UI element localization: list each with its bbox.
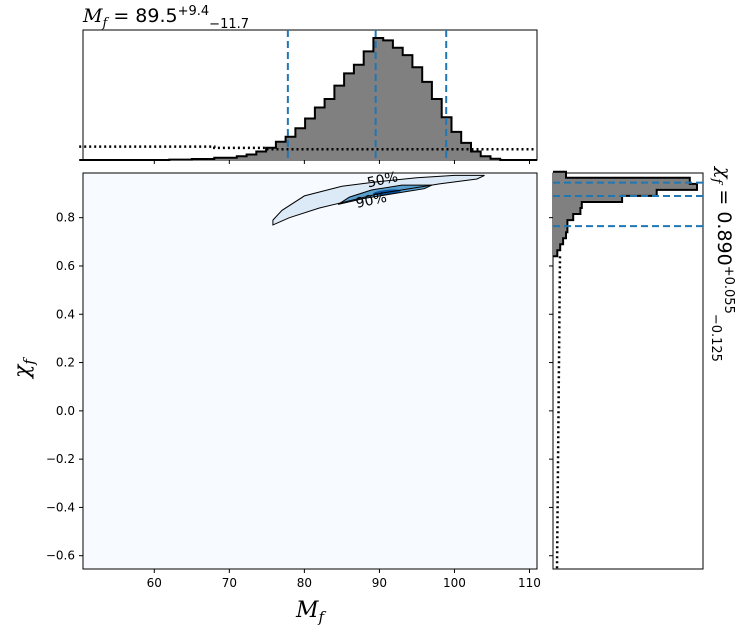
x-axis-subscript: f xyxy=(318,608,327,626)
contour-label-90: 90% xyxy=(354,190,388,212)
joint-panel: 50% 90% 60 70 80 90 100 110 −0.6 −0.4 −0.2 0.0 0.… xyxy=(10,169,541,626)
mass-title-subscript: f xyxy=(101,16,109,31)
x-tick-label-1: 70 xyxy=(222,576,237,590)
y-tick-label-3: 0.0 xyxy=(56,404,75,418)
x-axis-label: Mf xyxy=(295,598,327,626)
spin-hist-outline xyxy=(553,170,698,258)
mass-hist-outline xyxy=(79,37,537,161)
marginal-mass-histogram xyxy=(79,37,537,161)
x-tick-label-5: 110 xyxy=(518,576,541,590)
y-tick-label-2: −0.2 xyxy=(46,452,75,466)
marginal-spin-ticks xyxy=(549,217,553,557)
y-axis-symbol: χ xyxy=(10,363,35,380)
spin-title-upper-error: +0.055 xyxy=(721,266,736,314)
spin-title-lower-error: −0.125 xyxy=(708,314,723,362)
x-tick-label-3: 90 xyxy=(372,576,387,590)
x-tick-label-2: 80 xyxy=(297,576,312,590)
y-tick-label-6: 0.6 xyxy=(56,259,75,273)
x-axis-symbol: M xyxy=(295,598,319,623)
mass-title-value: = 89.5 xyxy=(107,5,177,27)
marginal-mass-panel: Mf = 89.5+9.4−11.7 xyxy=(79,4,538,164)
spin-summary-title: χf = 0.890+0.055−0.125 xyxy=(708,165,736,362)
marginal-mass-ticks xyxy=(153,160,530,164)
y-tick-label-1: −0.4 xyxy=(46,500,75,514)
mass-summary-title: Mf = 89.5+9.4−11.7 xyxy=(82,4,249,32)
spin-prior-line xyxy=(555,256,562,570)
spin-title-symbol: χ xyxy=(713,165,735,180)
mass-title-upper-error: +9.4 xyxy=(178,4,210,19)
y-tick-label-5: 0.4 xyxy=(56,307,75,321)
marginal-spin-panel: χf = 0.890+0.055−0.125 xyxy=(549,165,736,570)
marginal-spin-frame xyxy=(552,172,704,570)
y-tick-label-7: 0.8 xyxy=(56,211,75,225)
spin-title-value: = 0.890 xyxy=(713,183,735,265)
x-tick-label-4: 100 xyxy=(443,576,466,590)
y-axis-label: χf xyxy=(10,357,38,380)
spin-hist-fill xyxy=(553,171,697,257)
y-tick-label-4: 0.2 xyxy=(56,356,75,370)
joint-frame xyxy=(82,172,538,570)
joint-contours xyxy=(272,174,485,226)
contour-label-50: 50% xyxy=(366,169,400,191)
joint-y-ticks: −0.6 −0.4 −0.2 0.0 0.2 0.4 0.6 0.8 xyxy=(46,211,83,563)
y-tick-label-0: −0.6 xyxy=(46,549,75,563)
joint-x-ticks: 60 70 80 90 100 110 xyxy=(147,569,541,590)
marginal-spin-quantiles xyxy=(553,181,703,228)
y-axis-subscript: f xyxy=(20,357,38,366)
mass-hist-fill xyxy=(79,38,537,160)
mass-title-symbol: M xyxy=(82,5,103,27)
mass-prior-line xyxy=(79,145,537,151)
spin-title-subscript: f xyxy=(709,178,724,186)
x-tick-label-0: 60 xyxy=(147,576,162,590)
mass-title-lower-error: −11.7 xyxy=(209,17,249,32)
joint-contour-labels: 50% 90% xyxy=(354,169,399,212)
contour-50 xyxy=(337,184,433,205)
marginal-spin-histogram xyxy=(553,170,698,570)
joint-heatmap-background xyxy=(83,173,537,569)
